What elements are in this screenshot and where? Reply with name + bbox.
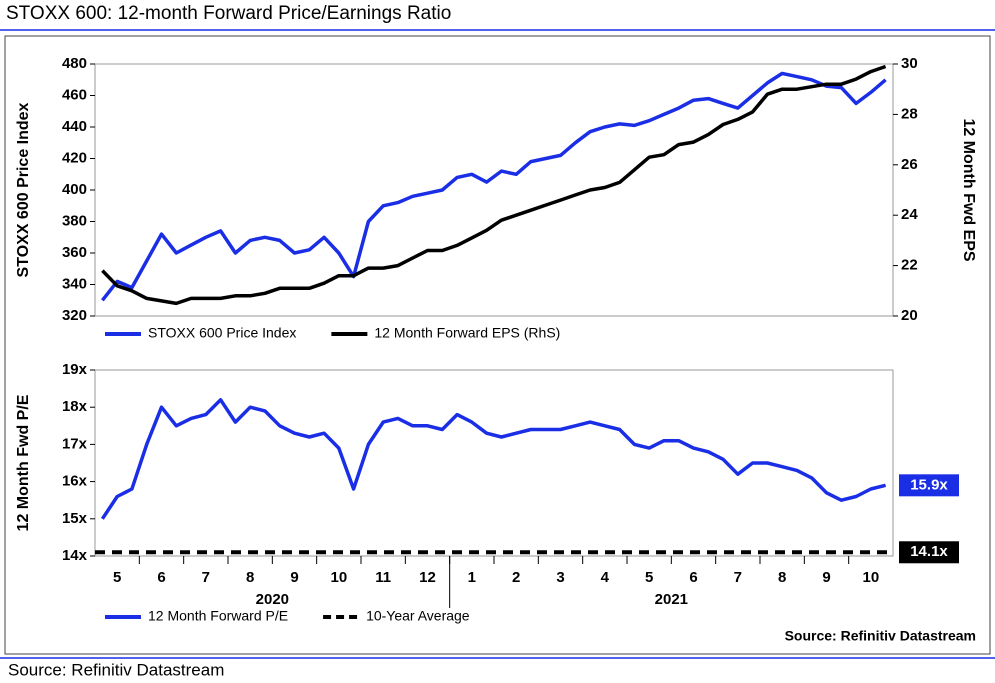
y-tick-label: 400 — [62, 181, 87, 198]
y-tick-label: 460 — [62, 86, 87, 103]
y-tick-label: 360 — [62, 244, 87, 261]
x-tick-label: 7 — [202, 569, 210, 586]
y-axis-title: 12 Month Fwd P/E — [15, 394, 32, 531]
y-tick-label: 18x — [62, 398, 88, 415]
x-tick-label: 3 — [556, 569, 564, 586]
page-source: Source: Refinitiv Datastream — [8, 660, 224, 679]
x-tick-label: 11 — [375, 569, 391, 586]
y-tick-label: 16x — [62, 473, 88, 490]
x-tick-label: 10 — [862, 569, 879, 586]
x-tick-label: 8 — [246, 569, 254, 586]
y-tick-label: 26 — [901, 156, 918, 173]
x-tick-label: 7 — [734, 569, 742, 586]
chart-note: Source: Refinitiv Datastream — [785, 628, 976, 644]
y-tick-label: 440 — [62, 118, 87, 135]
y-tick-label: 15x — [62, 510, 88, 527]
y-tick-label: 340 — [62, 275, 87, 292]
x-tick-label: 10 — [330, 569, 347, 586]
y-tick-label: 380 — [62, 212, 87, 229]
y-tick-label: 480 — [62, 55, 87, 72]
x-tick-label: 12 — [419, 569, 436, 586]
x-tick-label: 5 — [645, 569, 653, 586]
y-tick-label: 28 — [901, 105, 918, 122]
x-tick-label: 6 — [157, 569, 165, 586]
page-title: STOXX 600: 12-month Forward Price/Earnin… — [6, 3, 451, 24]
plot-area — [94, 63, 894, 317]
series-line — [100, 398, 887, 520]
x-tick-label: 2 — [512, 569, 520, 586]
value-label: 14.1x — [910, 543, 948, 560]
series-line — [101, 64, 887, 306]
x-tick-label: 9 — [822, 569, 830, 586]
y-tick-label: 17x — [62, 435, 88, 452]
y-tick-label: 20 — [901, 307, 918, 324]
x-group-label: 2021 — [655, 591, 688, 608]
y2-axis-title: 12 Month Fwd EPS — [960, 118, 977, 261]
x-group-label: 2020 — [256, 591, 289, 608]
value-label-box — [899, 541, 959, 564]
legend-label: 10-Year Average — [366, 608, 470, 624]
frame — [4, 35, 991, 655]
x-tick-label: 4 — [601, 569, 610, 586]
x-tick-label: 5 — [113, 569, 121, 586]
y-axis-title: STOXX 600 Price Index — [15, 102, 32, 277]
legend-label: STOXX 600 Price Index — [148, 325, 296, 341]
y-tick-label: 320 — [62, 307, 87, 324]
y-tick-label: 420 — [62, 149, 87, 166]
y-tick-label: 22 — [901, 257, 918, 274]
legend-label: 12 Month Forward EPS (RhS) — [374, 325, 560, 341]
y-tick-label: 30 — [901, 55, 918, 72]
y-tick-label: 24 — [901, 206, 918, 223]
x-tick-label: 6 — [689, 569, 697, 586]
x-tick-label: 8 — [778, 569, 786, 586]
legend-label: 12 Month Forward P/E — [148, 608, 288, 624]
x-tick-label: 1 — [468, 569, 476, 586]
value-label-box — [899, 474, 959, 497]
value-label: 15.9x — [910, 476, 948, 493]
x-tick-label: 9 — [290, 569, 298, 586]
y-tick-label: 14x — [62, 547, 88, 564]
series-line — [101, 71, 887, 302]
y-tick-label: 19x — [62, 361, 88, 378]
